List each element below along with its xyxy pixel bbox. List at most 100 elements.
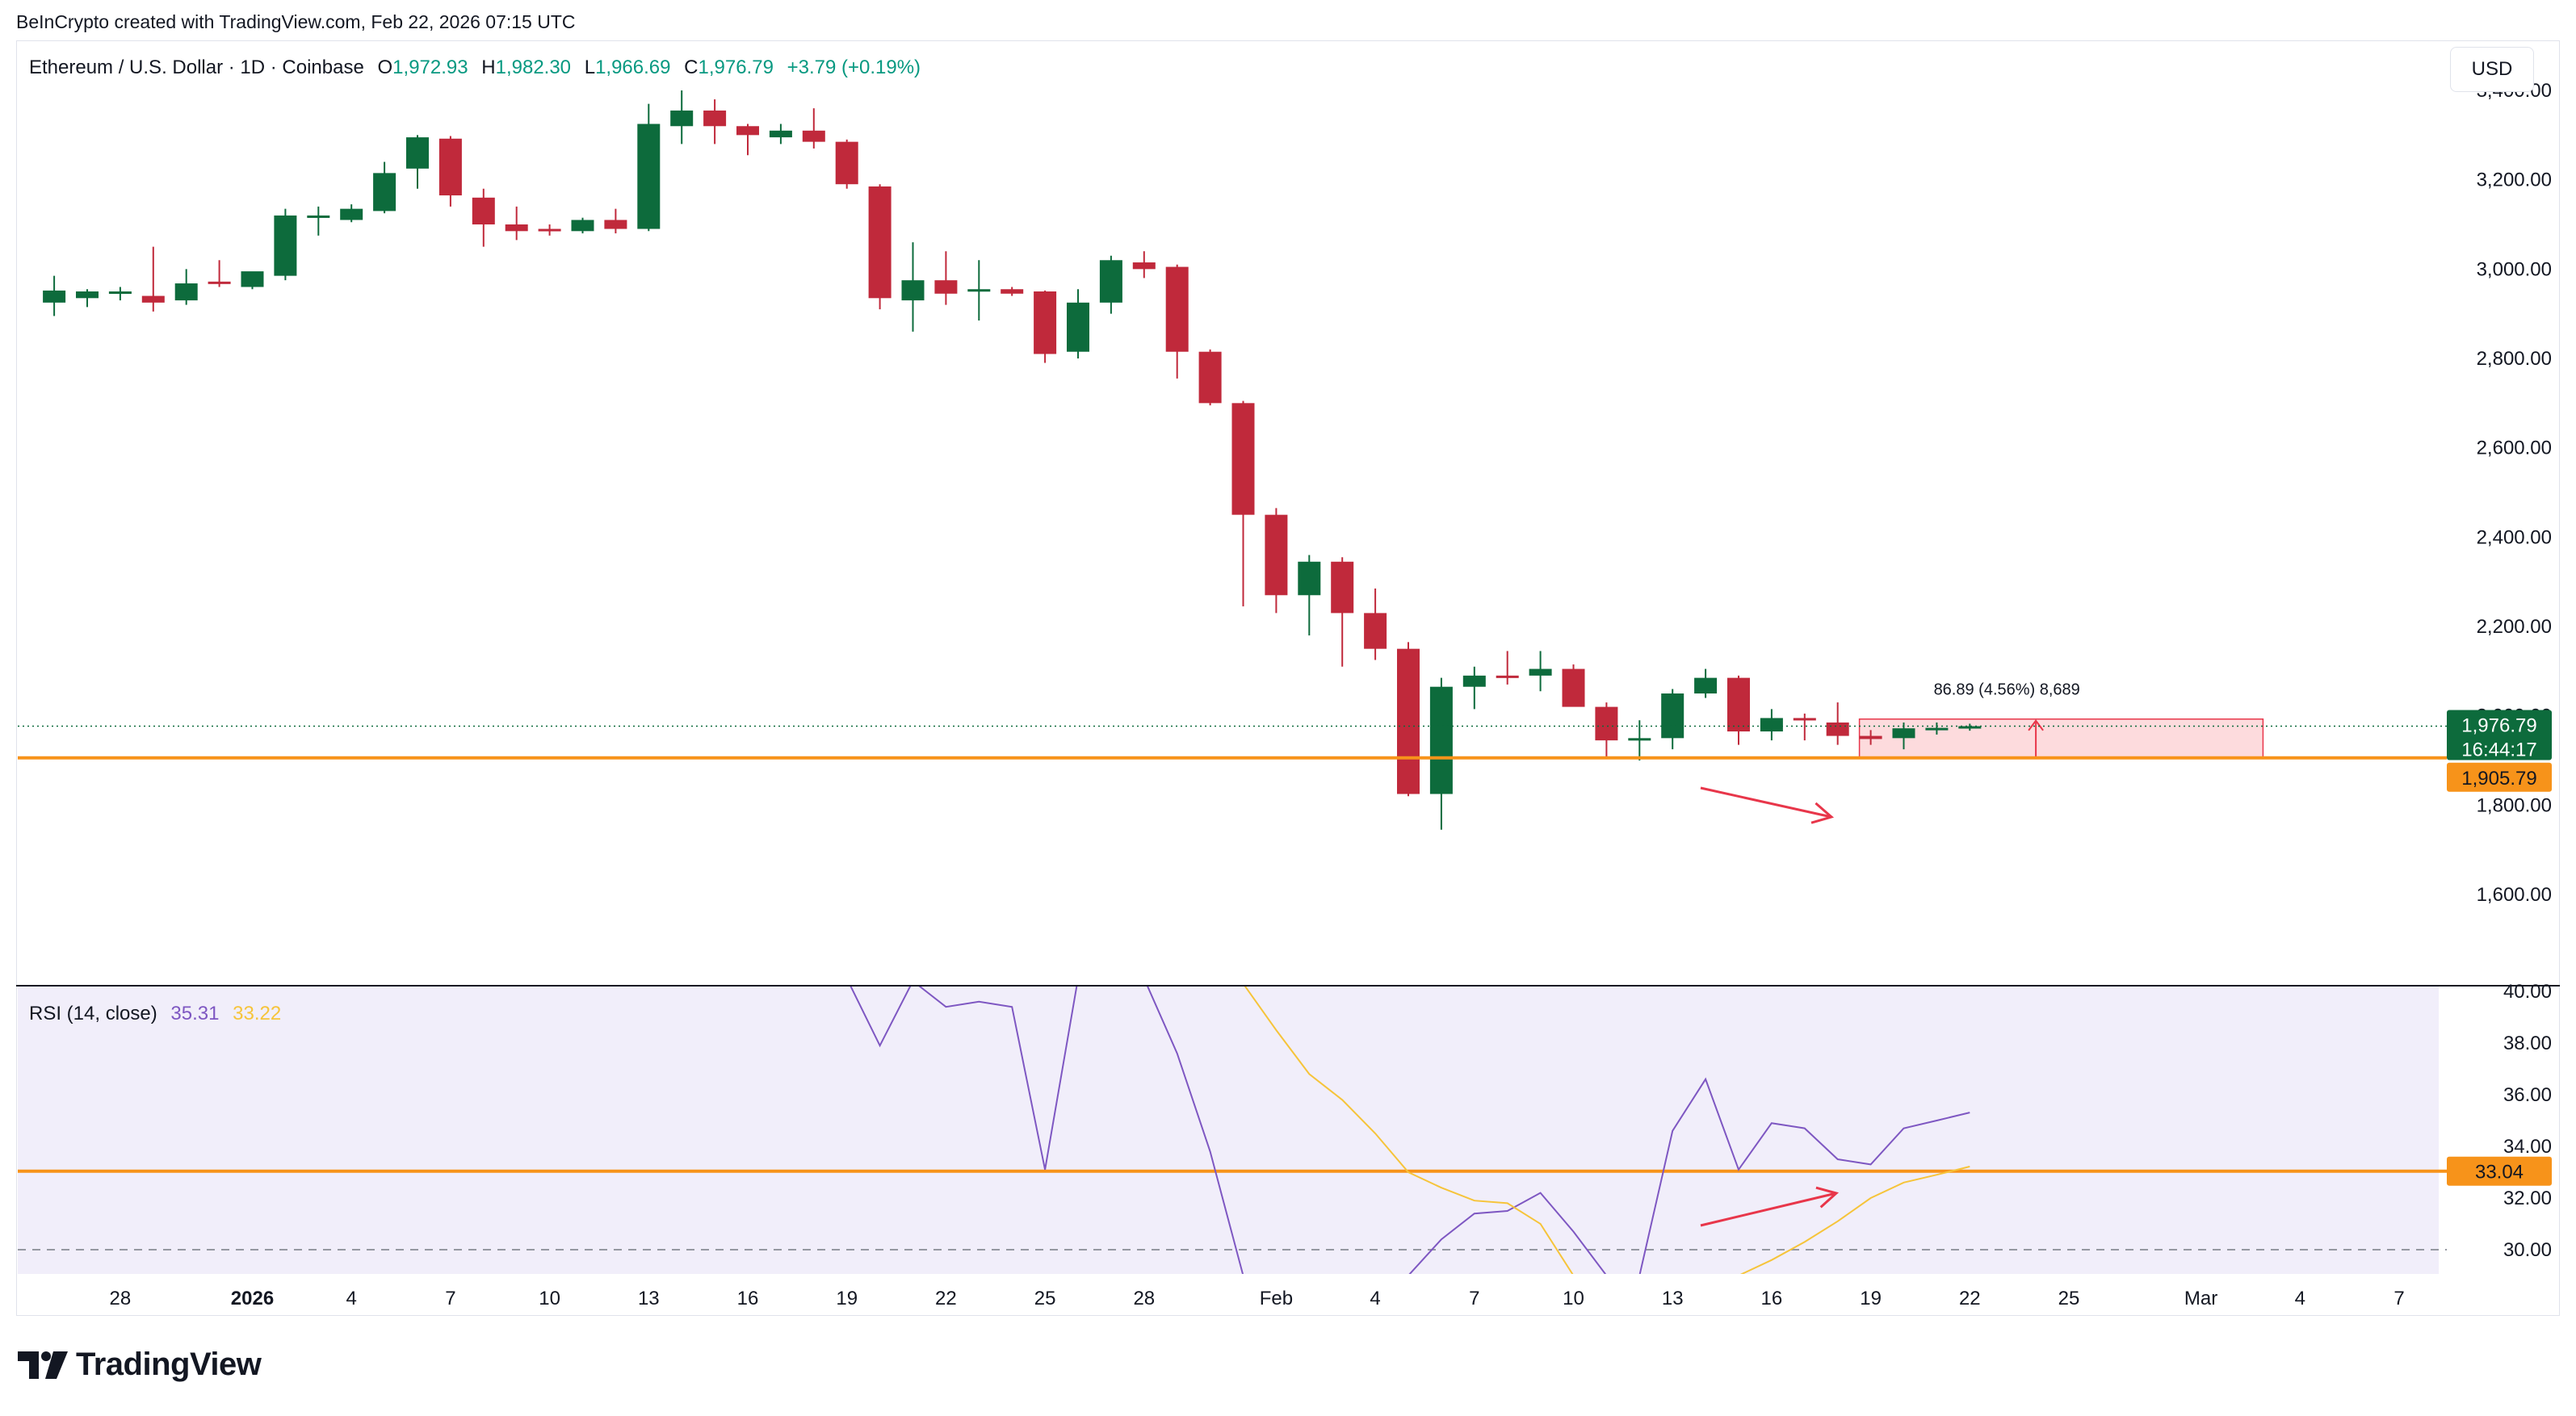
candle (967, 260, 991, 320)
candle (1496, 651, 1519, 685)
candle-body (505, 224, 528, 232)
candle (1099, 255, 1122, 314)
candle-body (1595, 706, 1618, 741)
time-axis[interactable]: 28 2026 4 7 10 13 16 19 22 25 28 Feb 4 7 10 13 16 19 22 25 M… (110, 1288, 2405, 1309)
candle-body (1265, 514, 1288, 596)
candle-body (1562, 668, 1585, 707)
candle (1298, 555, 1321, 636)
candle-body (307, 215, 330, 218)
candle (1925, 722, 1949, 735)
tradingview-logo-text: TradingView (76, 1347, 262, 1382)
rsi-level-badge-value: 33.04 (2475, 1162, 2524, 1183)
chart-frame (16, 40, 2560, 1316)
candle-body (274, 215, 297, 276)
support-badge (2447, 762, 2552, 792)
candle (1265, 508, 1288, 614)
candle (208, 260, 231, 287)
rsi-value: 35.31 (170, 1003, 220, 1024)
candle-body (538, 228, 561, 232)
candle (1034, 290, 1057, 363)
candle-body (1231, 403, 1255, 515)
candle-body (340, 208, 363, 220)
candle (1397, 642, 1420, 797)
time-tick-label: 25 (2058, 1288, 2080, 1309)
price-tick-label: 2,400.00 (2477, 526, 2552, 548)
last-price-badge-value: 1,976.79 (2461, 715, 2536, 737)
tradingview-logo[interactable]: TradingView (18, 1347, 262, 1383)
candle (538, 224, 561, 236)
candle-body (76, 291, 99, 299)
candle-body (736, 126, 759, 136)
rsi-ma-line (1244, 987, 1970, 1274)
time-tick-label: 19 (836, 1288, 858, 1309)
rsi-title: RSI (14, close) (29, 1003, 157, 1024)
price-tick-label: 3,000.00 (2477, 258, 2552, 280)
candle-body (1132, 262, 1156, 270)
rsi-tick-label: 34.00 (2503, 1136, 2552, 1158)
candle (1331, 557, 1354, 667)
rsi-legend[interactable]: RSI (14, close) 35.31 33.22 (29, 1003, 281, 1025)
candle-body (1429, 686, 1453, 794)
rsi-divergence-arrow-shaft (1700, 1192, 1837, 1227)
rsi-axis[interactable]: 30.00 32.00 34.00 36.00 38.00 40.00 (2503, 981, 2552, 1261)
candle (241, 271, 264, 290)
candle-body (1727, 677, 1750, 732)
candle (1826, 702, 1849, 745)
overlay-layer (18, 725, 2447, 824)
candle-body (1859, 735, 1882, 739)
time-tick-label: 13 (1662, 1288, 1684, 1309)
candle-body (1694, 677, 1718, 693)
candle (1628, 720, 1651, 760)
candle-body (1661, 693, 1684, 739)
time-tick-label: 16 (737, 1288, 759, 1309)
last-price-badge (2447, 710, 2552, 760)
candle-body (1892, 728, 1915, 739)
candle (1760, 709, 1783, 741)
candle (1793, 713, 1816, 741)
candle-body (571, 220, 594, 232)
candle (670, 90, 694, 145)
candle-body (1067, 302, 1089, 352)
time-tick-label: 19 (1860, 1288, 1882, 1309)
candle-body (802, 130, 825, 142)
candle-body (934, 280, 958, 294)
symbol-legend[interactable]: Ethereum / U.S. Dollar · 1D · Coinbase O… (29, 57, 921, 79)
candle-body (108, 291, 132, 294)
candle (1859, 730, 1882, 745)
currency-button[interactable]: USD (2450, 47, 2534, 92)
rsi-tick-label: 36.00 (2503, 1084, 2552, 1106)
time-tick-label: 4 (2295, 1288, 2305, 1309)
candle (1429, 677, 1453, 830)
high-value: 1,982.30 (495, 57, 572, 78)
time-tick-label: 22 (1959, 1288, 1981, 1309)
price-tick-label: 1,800.00 (2477, 794, 2552, 816)
time-tick-label: 7 (445, 1288, 455, 1309)
time-tick-label: 13 (638, 1288, 660, 1309)
price-tick-label: 2,800.00 (2477, 348, 2552, 370)
symbol-title: Ethereum / U.S. Dollar · 1D · Coinbase (29, 57, 364, 78)
candle-body (1826, 722, 1849, 736)
candle (274, 208, 297, 281)
rsi-tick-label: 38.00 (2503, 1033, 2552, 1054)
candle-layer (43, 90, 1982, 830)
candle (1529, 651, 1552, 692)
candle-body (1496, 675, 1519, 678)
candle (637, 103, 661, 232)
change-value: +3.79 (+0.19%) (787, 57, 921, 78)
candle (1694, 668, 1718, 698)
rsi-divergence-arrow-head (1815, 1186, 1840, 1209)
tradingview-logo-icon (18, 1351, 68, 1379)
price-divergence-arrow-head (1810, 802, 1835, 824)
candle (934, 251, 958, 305)
candle-body (967, 289, 991, 292)
candle-body (670, 110, 694, 127)
candle (472, 188, 495, 247)
candle-body (604, 220, 627, 229)
candle (1727, 675, 1750, 745)
candle-body (1793, 718, 1816, 721)
candle-body (174, 283, 198, 301)
rsi-ma-value: 33.22 (233, 1003, 282, 1024)
candle (736, 124, 759, 156)
